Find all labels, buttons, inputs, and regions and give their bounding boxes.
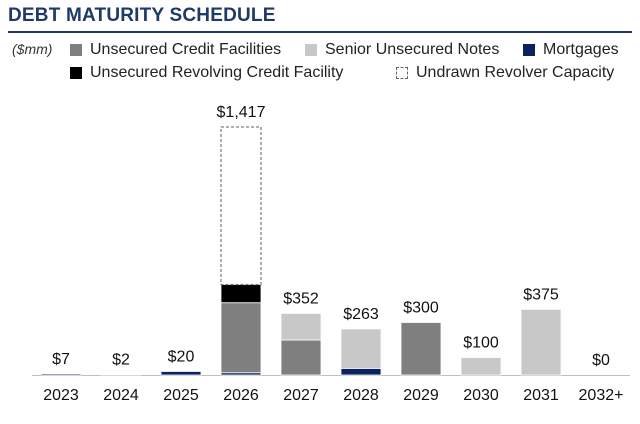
x-tick-label-2024: 2024 — [103, 387, 139, 404]
legend-swatch-unsecured-revolving-credit-facility — [70, 67, 82, 79]
legend-label-unsecured-credit-facilities: Unsecured Credit Facilities — [90, 41, 282, 58]
legend-swatch-unsecured-credit-facilities — [70, 44, 82, 56]
bar-senior_notes-2027 — [280, 312, 322, 341]
data-label-2032+: $0 — [592, 352, 610, 369]
x-tick-label-2025: 2025 — [163, 387, 199, 404]
legend-swatch-senior-unsecured-notes — [305, 44, 317, 56]
legend-item-senior-unsecured-notes: Senior Unsecured Notes — [305, 41, 499, 59]
bar-unsecured_credit-2029 — [400, 322, 442, 376]
data-label-2023: $7 — [52, 351, 70, 368]
data-label-2027: $352 — [283, 290, 319, 307]
bar-senior_notes-2031 — [520, 308, 562, 376]
data-label-2024: $2 — [112, 352, 130, 369]
x-tick-label-2023: 2023 — [43, 387, 79, 404]
chart-title: DEBT MATURITY SCHEDULE — [8, 5, 276, 26]
x-tick-label-2030: 2030 — [463, 387, 499, 404]
legend-label-undrawn-revolver-capacity: Undrawn Revolver Capacity — [416, 64, 615, 81]
bar-mortgages-2028 — [340, 367, 382, 376]
unit-label: ($mm) — [12, 41, 53, 57]
legend-swatch-undrawn-revolver-capacity — [396, 67, 408, 79]
bar-senior_notes-2028 — [340, 328, 382, 369]
legend-item-undrawn-revolver-capacity: Undrawn Revolver Capacity — [396, 64, 614, 82]
legend-item-unsecured-revolving-credit-facility: Unsecured Revolving Credit Facility — [70, 64, 343, 82]
bar-revolver-2026 — [220, 284, 262, 304]
bar-senior_notes-2030 — [460, 357, 502, 376]
legend-label-mortgages: Mortgages — [543, 41, 619, 58]
data-label-2026: $1,417 — [217, 104, 266, 121]
bar-mortgages-2023 — [40, 373, 82, 376]
x-tick-label-2031: 2031 — [523, 387, 559, 404]
data-label-2025: $20 — [168, 348, 195, 365]
bar-unsecured_credit-2027 — [280, 339, 322, 376]
data-label-2030: $100 — [463, 334, 499, 351]
legend-label-unsecured-revolving-credit-facility: Unsecured Revolving Credit Facility — [90, 64, 344, 81]
legend-swatch-mortgages — [523, 44, 535, 56]
legend-item-unsecured-credit-facilities: Unsecured Credit Facilities — [70, 41, 281, 59]
bar-mortgages-2025 — [160, 371, 202, 376]
data-label-2031: $375 — [523, 286, 559, 303]
title-divider — [8, 31, 632, 33]
bar-undrawn-2026 — [220, 126, 262, 286]
x-tick-label-2026: 2026 — [223, 387, 259, 404]
data-label-2028: $263 — [343, 306, 379, 323]
bar-unsecured_credit-2026 — [220, 302, 262, 374]
data-label-2029: $300 — [403, 299, 439, 316]
x-tick-label-2032+: 2032+ — [579, 387, 624, 404]
x-tick-label-2029: 2029 — [403, 387, 439, 404]
legend-label-senior-unsecured-notes: Senior Unsecured Notes — [325, 41, 500, 58]
legend-item-mortgages: Mortgages — [523, 41, 619, 59]
x-tick-label-2028: 2028 — [343, 387, 379, 404]
x-tick-label-2027: 2027 — [283, 387, 319, 404]
